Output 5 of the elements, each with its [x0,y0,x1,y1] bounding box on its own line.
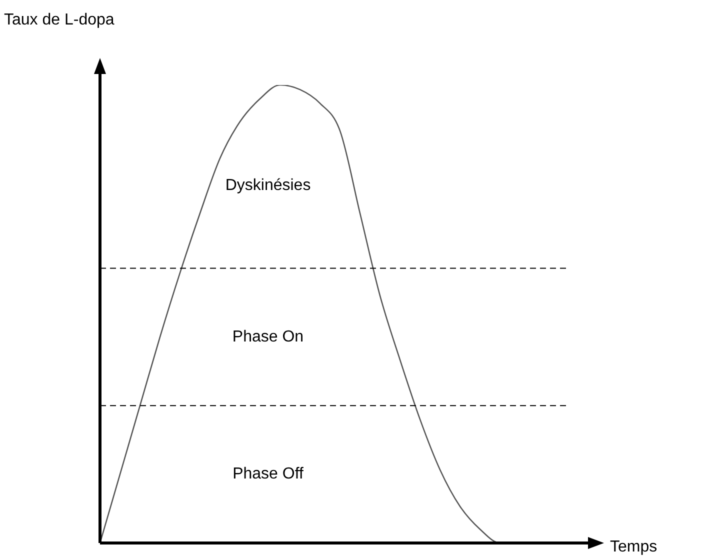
y-axis-title: Taux de L-dopa [4,11,114,28]
annotation: Dyskinésies [225,177,311,194]
annotation: Phase On [232,328,304,346]
x-axis-title: Temps [610,538,658,556]
annotation: Phase Off [232,466,304,483]
